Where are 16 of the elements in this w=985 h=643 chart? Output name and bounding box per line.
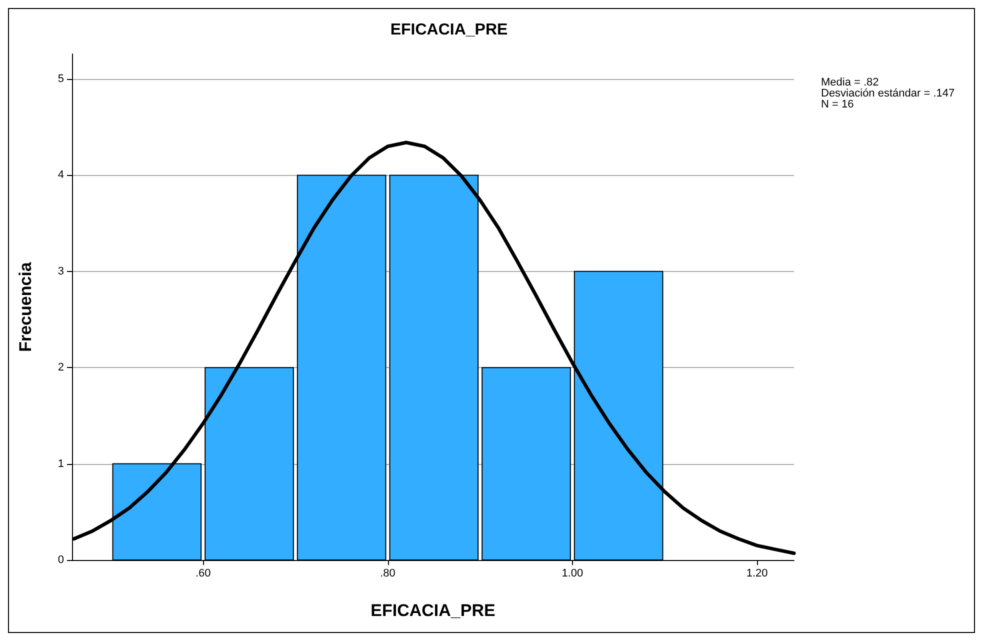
y-tick-label: 2 xyxy=(58,362,64,374)
y-tick-label: 4 xyxy=(58,169,64,182)
chart-title: EFICACIA_PRE xyxy=(390,22,508,38)
text: Media = .82 xyxy=(821,76,879,88)
x-tick-label: 1.20 xyxy=(746,568,768,580)
x-tick-label: 1.00 xyxy=(562,568,584,580)
y-tick-label: 3 xyxy=(58,265,64,278)
text: N = 16 xyxy=(821,98,854,110)
y-tick-label: 1 xyxy=(58,458,64,470)
x-tick-label: .80 xyxy=(380,568,396,580)
text: Desviación estándar = .147 xyxy=(821,88,955,100)
x-tick-label: .60 xyxy=(195,568,211,580)
y-tick-label: 5 xyxy=(58,73,64,86)
x-axis-title: EFICACIA_PRE xyxy=(370,601,496,620)
y-tick-label: 0 xyxy=(58,554,64,566)
y-axis-title: Frecuencia xyxy=(16,262,35,352)
